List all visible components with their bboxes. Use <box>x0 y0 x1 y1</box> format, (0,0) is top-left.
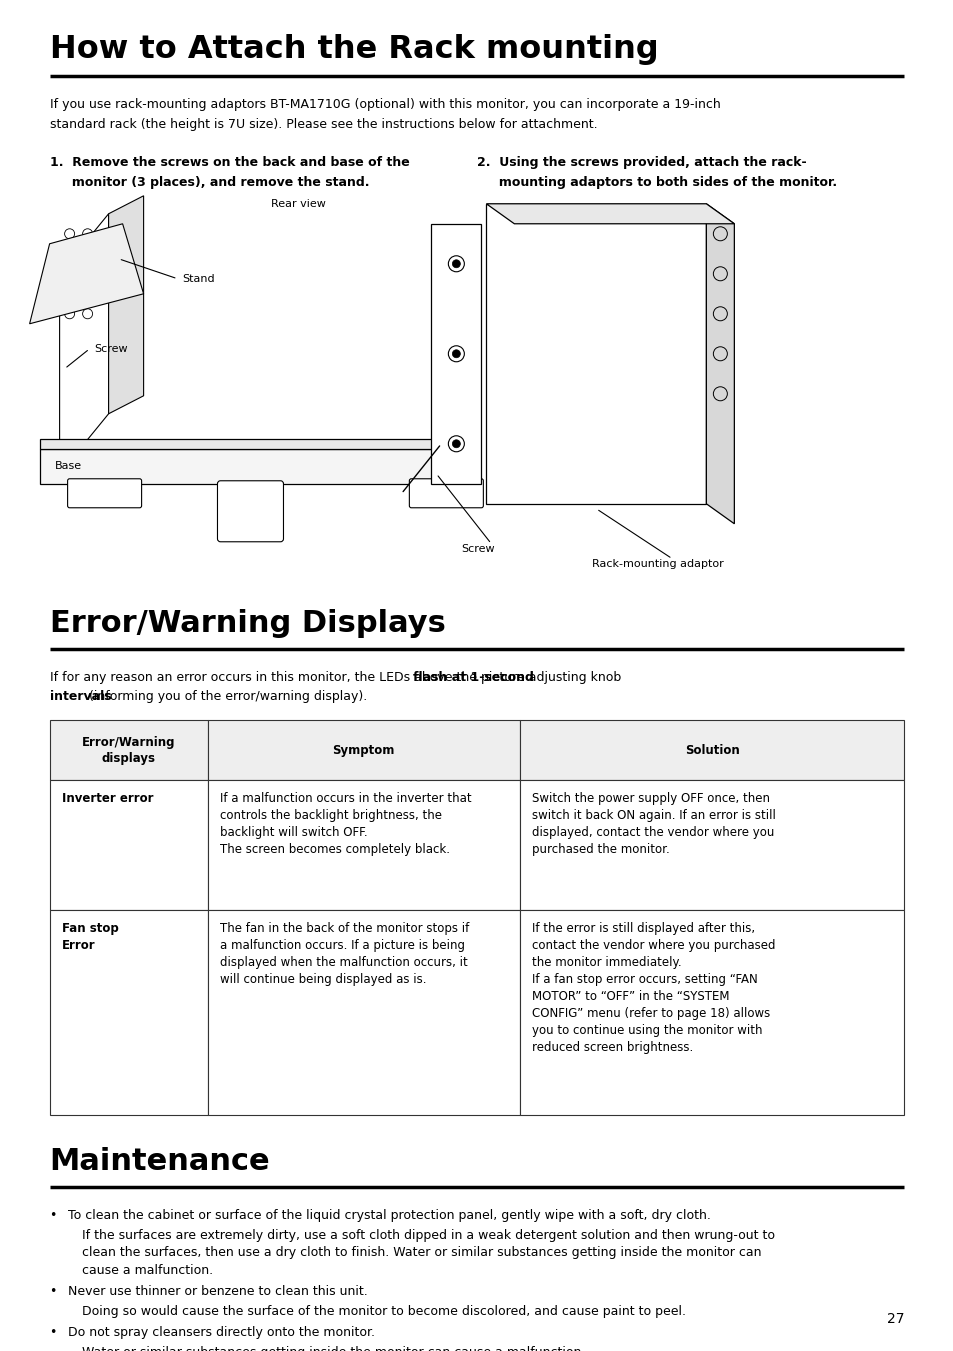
Text: Screw: Screw <box>94 343 128 354</box>
Text: To clean the cabinet or surface of the liquid crystal protection panel, gently w: To clean the cabinet or surface of the l… <box>68 1209 710 1223</box>
Text: Switch the power supply OFF once, then
switch it back ON again. If an error is s: Switch the power supply OFF once, then s… <box>531 792 775 857</box>
Polygon shape <box>705 204 734 524</box>
Text: standard rack (the height is 7U size). Please see the instructions below for att: standard rack (the height is 7U size). P… <box>50 118 597 131</box>
Polygon shape <box>30 224 144 324</box>
Text: Water or similar substances getting inside the monitor can cause a malfunction.: Water or similar substances getting insi… <box>82 1346 584 1351</box>
Text: monitor (3 places), and remove the stand.: monitor (3 places), and remove the stand… <box>50 176 369 189</box>
Bar <box>208 911 519 1116</box>
FancyBboxPatch shape <box>409 478 483 508</box>
Text: intervals: intervals <box>50 690 112 704</box>
Text: 1.  Remove the screws on the back and base of the: 1. Remove the screws on the back and bas… <box>50 155 409 169</box>
FancyBboxPatch shape <box>68 478 141 508</box>
Text: Doing so would cause the surface of the monitor to become discolored, and cause : Doing so would cause the surface of the … <box>82 1305 685 1317</box>
Text: (informing you of the error/warning display).: (informing you of the error/warning disp… <box>85 690 367 704</box>
Bar <box>519 720 903 781</box>
Text: If you use rack-mounting adaptors BT-MA1710G (optional) with this monitor, you c: If you use rack-mounting adaptors BT-MA1… <box>50 97 720 111</box>
Bar <box>519 911 903 1116</box>
Text: 27: 27 <box>886 1312 903 1325</box>
Text: The fan in the back of the monitor stops if
a malfunction occurs. If a picture i: The fan in the back of the monitor stops… <box>219 923 469 986</box>
Text: Rear view: Rear view <box>271 199 325 209</box>
Text: If a malfunction occurs in the inverter that
controls the backlight brightness, : If a malfunction occurs in the inverter … <box>219 792 471 857</box>
Text: cause a malfunction.: cause a malfunction. <box>82 1263 213 1277</box>
Text: Stand: Stand <box>182 274 215 284</box>
Polygon shape <box>431 224 481 484</box>
Text: Maintenance: Maintenance <box>50 1147 270 1177</box>
Circle shape <box>452 350 460 358</box>
Bar <box>519 781 903 911</box>
Text: flash at 1-second: flash at 1-second <box>413 671 533 684</box>
Text: Symptom: Symptom <box>333 744 395 757</box>
Text: Error/Warning
displays: Error/Warning displays <box>82 736 175 765</box>
Text: Base: Base <box>54 461 82 471</box>
Text: If the error is still displayed after this,
contact the vendor where you purchas: If the error is still displayed after th… <box>531 923 775 1054</box>
Text: mounting adaptors to both sides of the monitor.: mounting adaptors to both sides of the m… <box>476 176 836 189</box>
Text: Never use thinner or benzene to clean this unit.: Never use thinner or benzene to clean th… <box>68 1285 367 1298</box>
Text: If for any reason an error occurs in this monitor, the LEDs above the picture ad: If for any reason an error occurs in thi… <box>50 671 624 684</box>
Text: •: • <box>50 1285 57 1298</box>
Polygon shape <box>486 204 734 224</box>
Bar <box>208 720 519 781</box>
Bar <box>40 439 461 449</box>
Bar <box>208 781 519 911</box>
FancyBboxPatch shape <box>217 481 283 542</box>
Text: •: • <box>50 1209 57 1223</box>
Bar <box>50 781 208 911</box>
Circle shape <box>452 259 460 267</box>
Text: Inverter error: Inverter error <box>62 792 152 805</box>
Text: clean the surfaces, then use a dry cloth to finish. Water or similar substances : clean the surfaces, then use a dry cloth… <box>82 1246 760 1259</box>
Text: 2.  Using the screws provided, attach the rack-: 2. Using the screws provided, attach the… <box>476 155 806 169</box>
Text: •: • <box>50 1327 57 1339</box>
Bar <box>40 449 461 484</box>
Text: Rack-mounting adaptor: Rack-mounting adaptor <box>592 559 723 569</box>
Circle shape <box>452 440 460 447</box>
Text: Fan stop
Error: Fan stop Error <box>62 923 118 952</box>
Polygon shape <box>59 213 109 474</box>
Text: Error/Warning Displays: Error/Warning Displays <box>50 609 445 638</box>
Bar <box>50 720 208 781</box>
Text: How to Attach the Rack mounting: How to Attach the Rack mounting <box>50 34 658 65</box>
Polygon shape <box>486 204 705 504</box>
Bar <box>50 911 208 1116</box>
Text: Solution: Solution <box>684 744 739 757</box>
Polygon shape <box>109 196 144 413</box>
Text: Do not spray cleansers directly onto the monitor.: Do not spray cleansers directly onto the… <box>68 1327 375 1339</box>
Text: If the surfaces are extremely dirty, use a soft cloth dipped in a weak detergent: If the surfaces are extremely dirty, use… <box>82 1229 774 1242</box>
Text: Screw: Screw <box>461 543 495 554</box>
